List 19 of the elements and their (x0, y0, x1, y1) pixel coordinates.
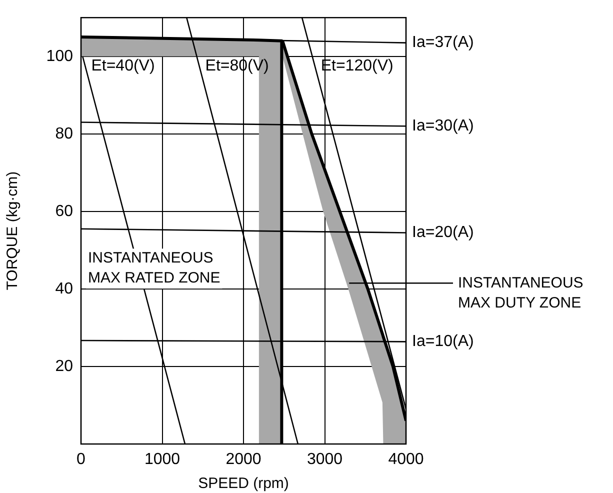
y-tick-label: 100 (46, 48, 74, 65)
y-tick-label: 60 (55, 202, 74, 220)
x-tick-label: 2000 (226, 451, 262, 468)
y-tick-label: 20 (55, 358, 74, 375)
y-tick-label: 40 (55, 280, 74, 298)
annotation: INSTANTANEOUS MAX RATED ZONE (88, 250, 220, 287)
x-tick-label: 1000 (144, 451, 180, 468)
annotation: Ia=30(A) (412, 118, 474, 135)
x-tick-label: 3000 (306, 451, 343, 468)
annotation: INSTANTANEOUS MAX DUTY ZONE (458, 274, 584, 312)
annotation: Ia=37(A) (412, 34, 474, 52)
annotation: Et=40(V) (91, 57, 155, 74)
annotation: Ia=10(A) (412, 333, 474, 350)
x-tick-label: 0 (76, 451, 86, 468)
y-tick-label: 80 (55, 125, 74, 142)
x-tick-label: 4000 (388, 451, 424, 468)
y-axis-title: TORQUE (kg·cm) (4, 171, 22, 290)
annotation: Ia=20(A) (412, 224, 474, 242)
x-axis-title: SPEED (rpm) (198, 475, 289, 492)
